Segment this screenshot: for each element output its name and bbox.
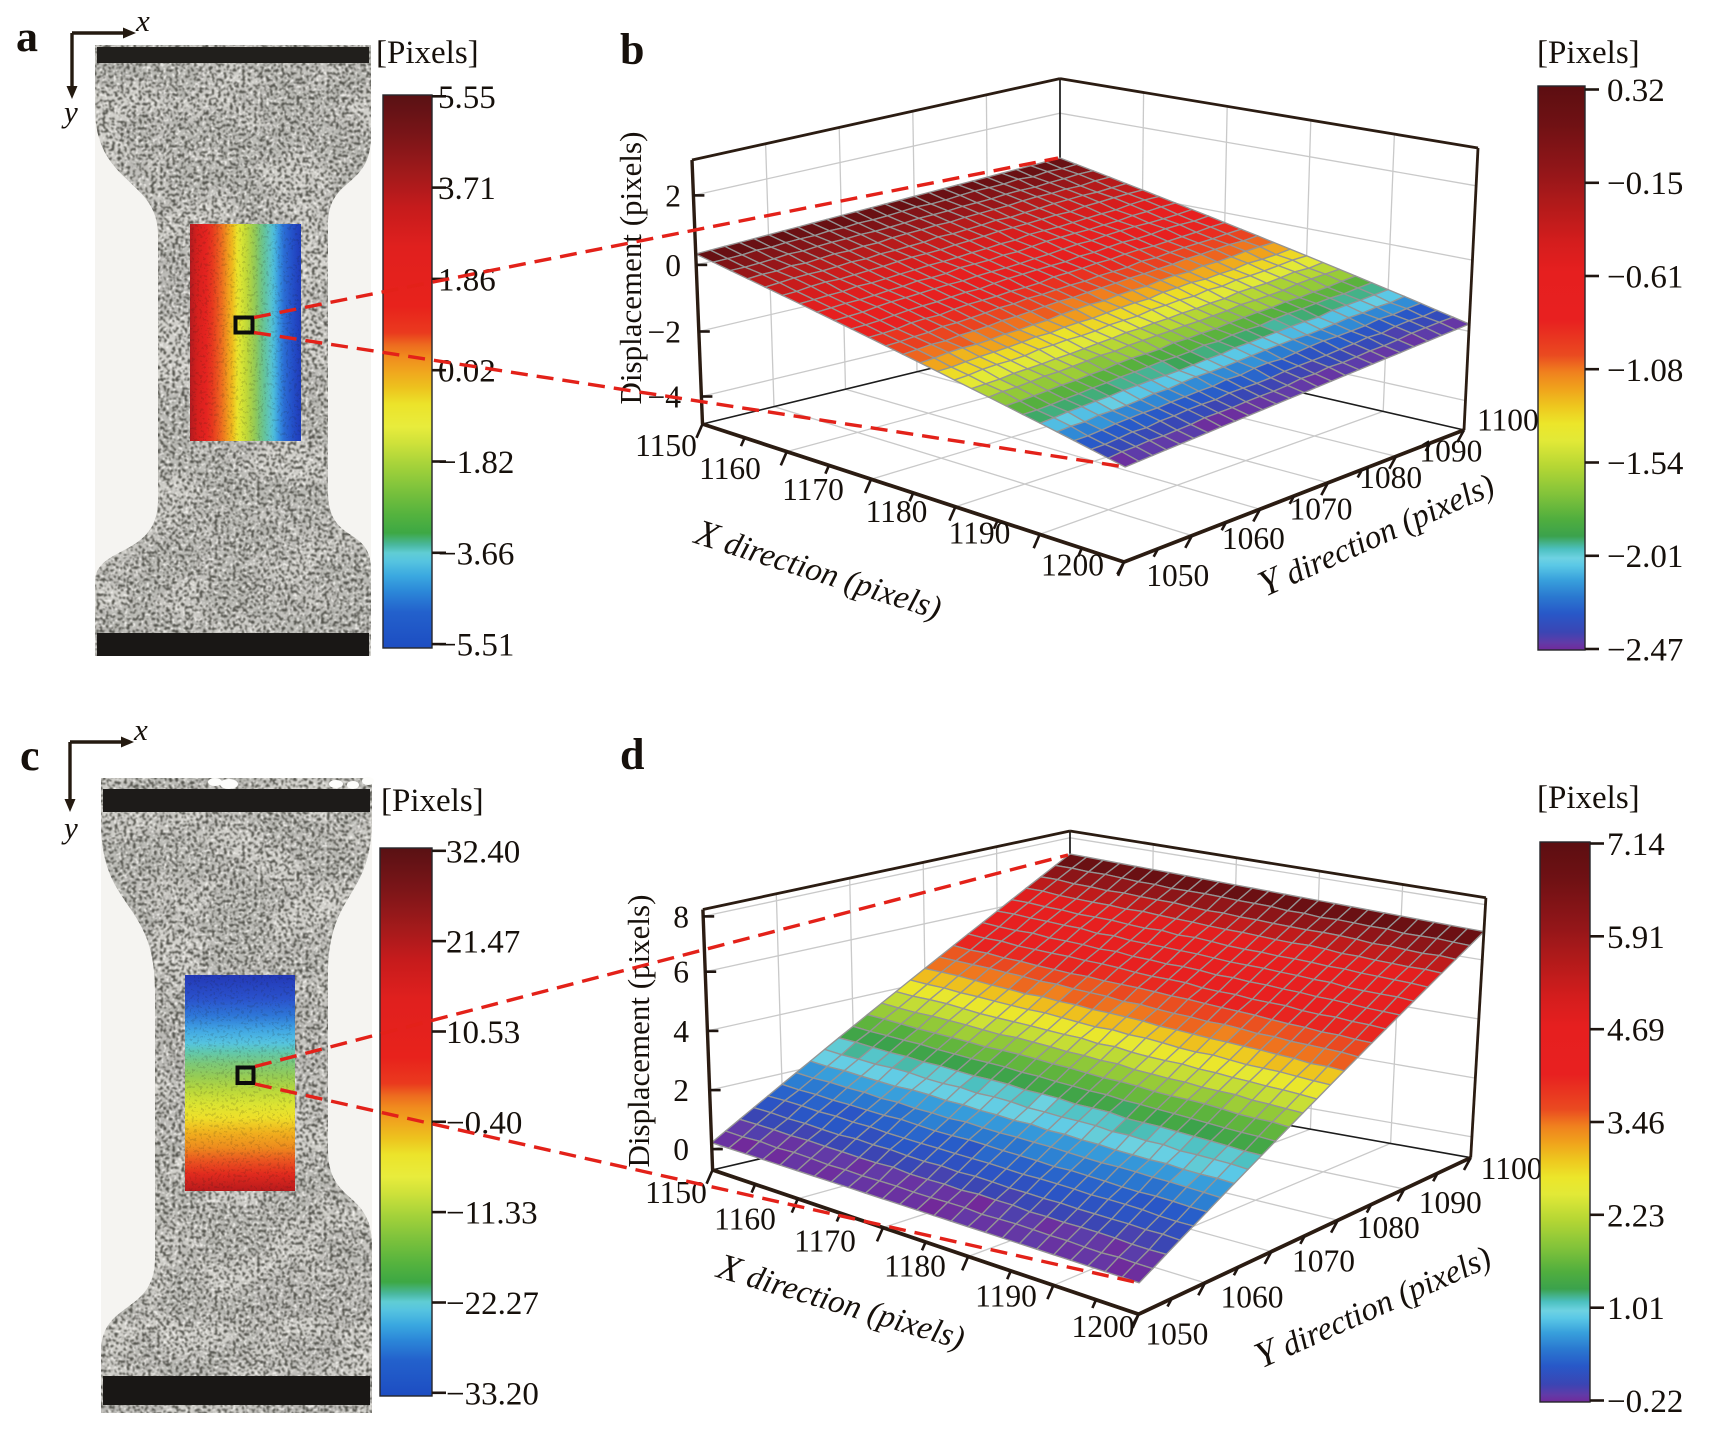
svg-text:7.14: 7.14 [1607, 827, 1665, 863]
svg-text:c: c [20, 731, 40, 780]
svg-text:21.47: 21.47 [446, 925, 520, 961]
svg-text:−2.01: −2.01 [1607, 539, 1683, 575]
svg-text:−1.54: −1.54 [1607, 446, 1683, 482]
svg-text:−1.82: −1.82 [438, 445, 514, 481]
svg-text:x: x [133, 712, 148, 747]
svg-text:1150: 1150 [635, 428, 697, 463]
svg-text:1050: 1050 [1146, 558, 1209, 593]
svg-text:3.46: 3.46 [1607, 1106, 1665, 1142]
svg-text:0: 0 [673, 1132, 689, 1167]
svg-text:6: 6 [673, 955, 689, 990]
svg-text:2.23: 2.23 [1607, 1198, 1665, 1234]
svg-text:1170: 1170 [782, 472, 844, 507]
svg-text:1200: 1200 [1072, 1309, 1135, 1344]
svg-text:3.71: 3.71 [438, 171, 496, 207]
svg-text:0: 0 [665, 248, 681, 283]
svg-text:[Pixels]: [Pixels] [1537, 35, 1640, 71]
svg-text:−11.33: −11.33 [446, 1196, 538, 1232]
svg-text:1090: 1090 [1419, 433, 1482, 468]
svg-text:b: b [620, 25, 644, 74]
svg-text:y: y [61, 94, 78, 129]
svg-text:a: a [16, 12, 38, 61]
svg-text:[Pixels]: [Pixels] [381, 783, 484, 819]
svg-text:4: 4 [673, 1014, 689, 1049]
svg-text:1090: 1090 [1419, 1185, 1482, 1220]
svg-text:1060: 1060 [1221, 1279, 1284, 1314]
svg-text:d: d [620, 730, 644, 779]
svg-text:5.91: 5.91 [1607, 920, 1665, 956]
svg-text:1180: 1180 [884, 1249, 946, 1284]
svg-text:−33.20: −33.20 [446, 1376, 539, 1412]
svg-text:−2: −2 [647, 315, 681, 350]
svg-text:1160: 1160 [714, 1202, 776, 1237]
svg-text:−3.66: −3.66 [438, 536, 514, 572]
svg-text:1050: 1050 [1145, 1316, 1208, 1351]
svg-text:1080: 1080 [1359, 460, 1422, 495]
svg-text:10.53: 10.53 [446, 1015, 520, 1051]
svg-text:x: x [135, 3, 150, 38]
svg-text:1080: 1080 [1357, 1210, 1420, 1245]
svg-text:[Pixels]: [Pixels] [1537, 780, 1640, 816]
svg-text:y: y [61, 810, 78, 845]
svg-text:1190: 1190 [975, 1279, 1037, 1314]
svg-text:1.01: 1.01 [1607, 1291, 1665, 1327]
svg-text:[Pixels]: [Pixels] [376, 35, 479, 71]
svg-text:−5.51: −5.51 [438, 628, 514, 664]
svg-text:1070: 1070 [1290, 492, 1353, 527]
svg-text:1170: 1170 [794, 1224, 856, 1259]
svg-text:0.32: 0.32 [1607, 73, 1665, 109]
svg-text:2: 2 [665, 178, 681, 213]
svg-text:5.55: 5.55 [438, 80, 496, 116]
svg-text:1180: 1180 [866, 494, 928, 529]
svg-text:−0.61: −0.61 [1607, 260, 1683, 296]
svg-text:−1.08: −1.08 [1607, 353, 1683, 389]
svg-text:1100: 1100 [1477, 403, 1539, 438]
svg-text:2: 2 [673, 1073, 689, 1108]
svg-text:Displacement (pixels): Displacement (pixels) [621, 895, 656, 1168]
svg-text:−2.47: −2.47 [1607, 633, 1683, 669]
svg-text:−0.15: −0.15 [1607, 166, 1683, 202]
svg-text:4.69: 4.69 [1607, 1013, 1665, 1049]
svg-text:1070: 1070 [1292, 1244, 1355, 1279]
svg-text:−0.22: −0.22 [1607, 1384, 1683, 1420]
svg-text:−22.27: −22.27 [446, 1286, 539, 1322]
svg-text:32.40: 32.40 [446, 834, 520, 870]
svg-text:1100: 1100 [1481, 1151, 1543, 1186]
svg-text:8: 8 [673, 899, 689, 934]
svg-text:1060: 1060 [1222, 521, 1285, 556]
svg-text:0.02: 0.02 [438, 354, 496, 390]
svg-text:1150: 1150 [645, 1175, 707, 1210]
svg-text:1190: 1190 [949, 516, 1011, 551]
svg-text:Displacement (pixels): Displacement (pixels) [613, 132, 648, 405]
svg-text:1160: 1160 [699, 451, 761, 486]
svg-text:1200: 1200 [1041, 548, 1104, 583]
